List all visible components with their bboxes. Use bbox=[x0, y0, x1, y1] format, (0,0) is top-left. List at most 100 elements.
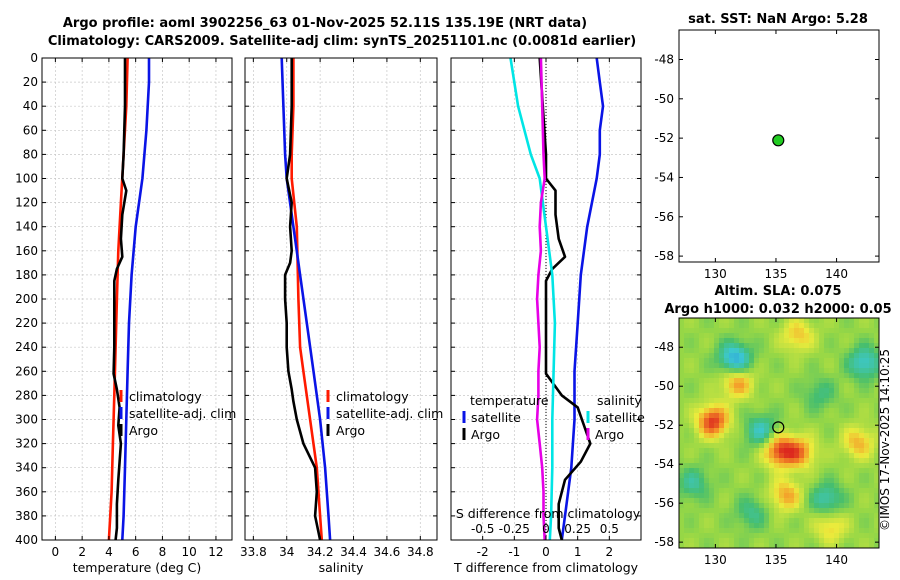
sla-cell bbox=[774, 463, 780, 469]
sla-cell bbox=[839, 448, 845, 454]
sla-cell bbox=[679, 418, 685, 424]
sla-cell bbox=[824, 478, 830, 484]
sla-cell bbox=[839, 443, 845, 449]
sla-cell bbox=[819, 333, 825, 339]
sla-cell bbox=[824, 413, 830, 419]
sla-cell bbox=[839, 523, 845, 529]
sla-cell bbox=[719, 418, 725, 424]
difference-profile-xtick-label: -2 bbox=[477, 545, 489, 559]
diff-top-tick-label: 0 bbox=[542, 522, 550, 536]
sla-cell bbox=[869, 443, 875, 449]
sla-cell bbox=[754, 523, 760, 529]
sla-cell bbox=[859, 488, 865, 494]
sla-cell bbox=[729, 478, 735, 484]
sla-cell bbox=[784, 538, 790, 544]
sla-cell bbox=[764, 343, 770, 349]
sla-cell bbox=[854, 413, 860, 419]
salinity-profile-series-satellite-adj-clim bbox=[280, 57, 332, 541]
sla-cell bbox=[799, 453, 805, 459]
diff-top-tick-label: -0.25 bbox=[499, 522, 530, 536]
sla-cell bbox=[759, 533, 765, 539]
sla-cell bbox=[744, 413, 750, 419]
sla-cell bbox=[804, 423, 810, 429]
sla-cell bbox=[874, 358, 879, 364]
sla-cell bbox=[819, 388, 825, 394]
sla-cell bbox=[824, 448, 830, 454]
sla-cell bbox=[749, 398, 755, 404]
sla-cell bbox=[739, 328, 745, 334]
salinity-profile-series-argo bbox=[283, 58, 322, 541]
sla-cell bbox=[754, 368, 760, 374]
sla-cell bbox=[789, 493, 795, 499]
sla-cell bbox=[859, 438, 865, 444]
sla-cell bbox=[729, 418, 735, 424]
sla-cell bbox=[834, 478, 840, 484]
sla-cell bbox=[794, 458, 800, 464]
sla-cell bbox=[829, 318, 835, 324]
sla-cell bbox=[819, 433, 825, 439]
sla-cell bbox=[849, 388, 855, 394]
sla-cell bbox=[799, 328, 805, 334]
sla-cell bbox=[694, 338, 700, 344]
sla-cell bbox=[854, 403, 860, 409]
sla-cell bbox=[714, 358, 720, 364]
sla-cell bbox=[809, 318, 815, 324]
sla-cell bbox=[799, 423, 805, 429]
sla-cell bbox=[819, 383, 825, 389]
sla-cell bbox=[794, 398, 800, 404]
sla-cell bbox=[794, 468, 800, 474]
sla-cell bbox=[704, 403, 710, 409]
sla-cell bbox=[854, 373, 860, 379]
sla-cell bbox=[734, 493, 740, 499]
sla-cell bbox=[844, 523, 850, 529]
sla-cell bbox=[709, 463, 715, 469]
sla-cell bbox=[824, 383, 830, 389]
sla-cell bbox=[779, 488, 785, 494]
sla-cell bbox=[739, 453, 745, 459]
sla-cell bbox=[814, 323, 820, 329]
sla-cell bbox=[724, 393, 730, 399]
sla-cell bbox=[794, 503, 800, 509]
sla-cell bbox=[869, 528, 875, 534]
diff-top-axis-label: S difference from climatology bbox=[456, 506, 641, 521]
sla-cell bbox=[829, 398, 835, 404]
sla-cell bbox=[814, 453, 820, 459]
diff-top-tick-label: 0.25 bbox=[564, 522, 591, 536]
sla-cell bbox=[804, 538, 810, 544]
sla-cell bbox=[759, 538, 765, 544]
sla-cell bbox=[849, 398, 855, 404]
sla-cell bbox=[704, 348, 710, 354]
sla-cell bbox=[679, 388, 685, 394]
sla-cell bbox=[874, 458, 879, 464]
sla-cell bbox=[789, 328, 795, 334]
sla-cell bbox=[859, 388, 865, 394]
sla-cell bbox=[734, 333, 740, 339]
sla-cell bbox=[814, 523, 820, 529]
sla-cell bbox=[744, 443, 750, 449]
sla-cell bbox=[744, 448, 750, 454]
diff-legend-right-title: salinity bbox=[597, 393, 642, 408]
sla-cell bbox=[819, 413, 825, 419]
sla-cell bbox=[829, 353, 835, 359]
sla-cell bbox=[684, 478, 690, 484]
sla-cell bbox=[694, 388, 700, 394]
sla-cell bbox=[794, 538, 800, 544]
sla-cell bbox=[684, 333, 690, 339]
sla-cell bbox=[689, 458, 695, 464]
sla-cell bbox=[809, 528, 815, 534]
temperature-profile-legend-label: climatology bbox=[129, 389, 202, 404]
sla-cell bbox=[759, 378, 765, 384]
sla-cell bbox=[839, 393, 845, 399]
sla-cell bbox=[844, 543, 850, 548]
sla-cell bbox=[789, 393, 795, 399]
sla-cell bbox=[789, 533, 795, 539]
sla-cell bbox=[789, 523, 795, 529]
sla-cell bbox=[834, 503, 840, 509]
sla-cell bbox=[739, 458, 745, 464]
sla-cell bbox=[799, 323, 805, 329]
difference-profile-xtick-label: 1 bbox=[574, 545, 582, 559]
sla-cell bbox=[814, 403, 820, 409]
sla-cell bbox=[704, 463, 710, 469]
sla-cell bbox=[759, 523, 765, 529]
sla-cell bbox=[769, 373, 775, 379]
